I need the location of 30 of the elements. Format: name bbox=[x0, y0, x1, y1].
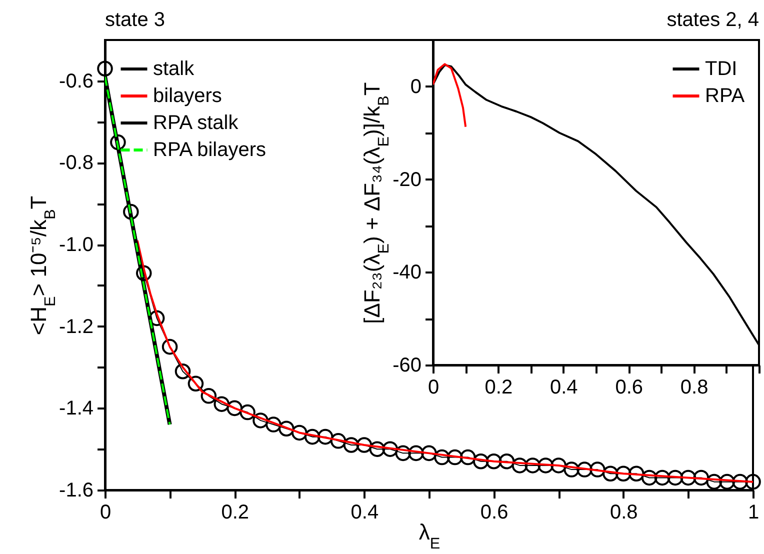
y-tick-label: -20 bbox=[392, 168, 422, 191]
y-tick-label: -1.0 bbox=[59, 234, 94, 256]
y-tick-label: -1.2 bbox=[59, 316, 94, 338]
y-tick-label: -40 bbox=[392, 262, 422, 284]
x-tick-label: 0.6 bbox=[480, 502, 508, 524]
x-tick-label: 0.8 bbox=[680, 376, 708, 398]
legend-label: stalk bbox=[153, 58, 196, 80]
x-tick-label: 0.4 bbox=[550, 376, 578, 398]
x-tick-label: 0.8 bbox=[610, 502, 638, 524]
x-tick-label: 0.4 bbox=[350, 502, 379, 524]
x-tick-label: 0 bbox=[428, 376, 440, 398]
y-tick-label: -1.4 bbox=[59, 398, 94, 420]
x-tick-label: 0 bbox=[100, 502, 112, 524]
x-tick-label: 0.6 bbox=[615, 376, 644, 398]
chart-title: states 2, 4 bbox=[666, 9, 759, 31]
y-tick-label: -0.8 bbox=[59, 152, 94, 174]
y-tick-label: -0.6 bbox=[59, 70, 94, 92]
y-tick-label: -1.6 bbox=[59, 480, 94, 502]
legend-label: TDI bbox=[705, 58, 738, 80]
x-tick-label: 0.2 bbox=[484, 376, 513, 398]
legend-label: RPA bbox=[705, 85, 746, 107]
y-tick-label: -60 bbox=[392, 354, 422, 376]
x-tick-label: 1 bbox=[748, 502, 760, 524]
y-tick-label: 0 bbox=[410, 76, 422, 98]
legend-label: bilayers bbox=[153, 85, 222, 107]
chart-title: state 3 bbox=[105, 9, 166, 31]
x-tick-label: 0.2 bbox=[221, 502, 250, 524]
x-axis-title: λ$_{E}$ bbox=[418, 520, 440, 552]
legend-label: RPA stalk bbox=[153, 112, 240, 134]
legend-label: RPA bilayers bbox=[153, 139, 266, 161]
